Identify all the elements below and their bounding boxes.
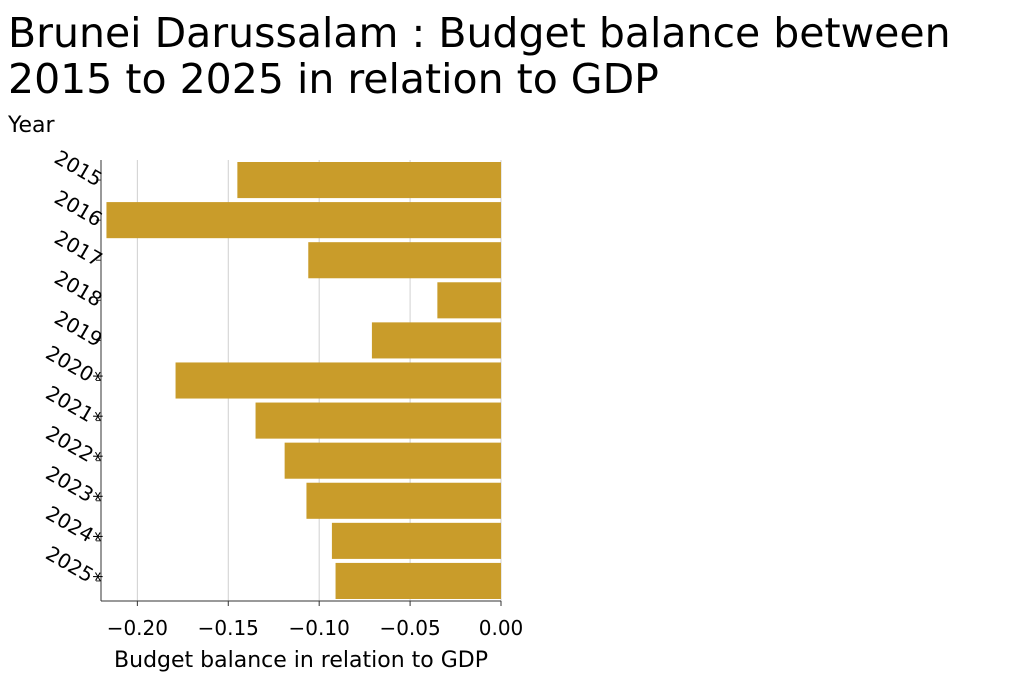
bar-2021-projected — [255, 402, 501, 439]
bar-2025-projected — [335, 562, 501, 599]
chart-title: Brunei Darussalam : Budget balance betwe… — [8, 9, 951, 103]
bars — [106, 162, 502, 599]
x-tick-label-1: −0.15 — [198, 616, 259, 640]
x-tick-label-2: −0.10 — [289, 616, 350, 640]
bar-2024-projected — [331, 522, 501, 559]
bar-2015 — [237, 162, 501, 199]
y-tick-label-3: 2018 — [50, 265, 106, 311]
x-tick-label-0: −0.20 — [107, 616, 168, 640]
chart-title-line-1: Brunei Darussalam : Budget balance betwe… — [8, 9, 951, 57]
bar-2020-projected — [175, 362, 501, 399]
y-axis-label: Year — [7, 113, 56, 138]
y-tick-labels: 201520162017201820192020*2021*2022*2023*… — [42, 145, 107, 592]
y-tick-label-1: 2016 — [50, 185, 106, 231]
x-tick-label-3: −0.05 — [379, 616, 440, 640]
axes — [96, 160, 502, 606]
bar-2017 — [308, 242, 501, 279]
x-axis-label: Budget balance in relation to GDP — [114, 648, 488, 673]
y-tick-label-10: 2025* — [42, 541, 107, 592]
y-tick-label-0: 2015 — [50, 145, 106, 191]
bar-2023-projected — [306, 482, 501, 519]
y-tick-label-2: 2017 — [50, 225, 106, 271]
bar-2018 — [437, 282, 501, 319]
bar-2022-projected — [284, 442, 501, 479]
chart-title-line-2: 2015 to 2025 in relation to GDP — [8, 55, 659, 103]
x-tick-labels: −0.20 −0.15 −0.10 −0.05 0.00 — [107, 616, 524, 640]
x-tick-label-4: 0.00 — [479, 616, 524, 640]
bar-2016 — [106, 202, 502, 239]
bar-2019 — [371, 322, 501, 359]
